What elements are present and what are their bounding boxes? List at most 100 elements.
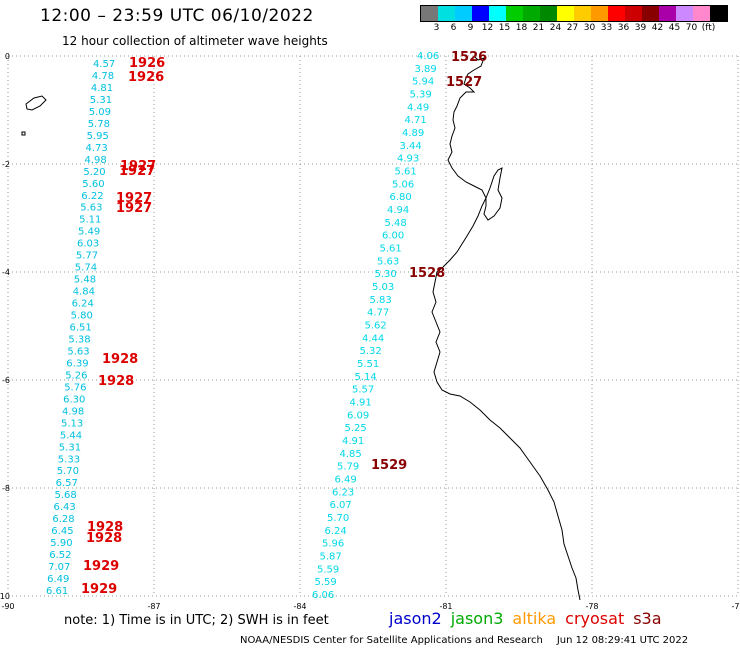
colorbar-label: 15 xyxy=(498,23,511,33)
swh-value-west: 6.22 xyxy=(81,191,103,202)
colorbar-cell xyxy=(489,6,506,21)
swh-value-west: 5.13 xyxy=(61,418,83,429)
swh-value-west: 5.38 xyxy=(68,335,90,346)
colorbar-cell xyxy=(591,6,608,21)
legend-jason2: jason2 xyxy=(389,609,442,628)
swh-value-west: 5.90 xyxy=(50,538,72,549)
swh-value-east: 5.06 xyxy=(392,179,414,190)
map-title: 12:00 – 23:59 UTC 06/10/2022 xyxy=(40,6,314,26)
swh-value-east: 5.94 xyxy=(412,77,434,88)
swh-value-west: 6.49 xyxy=(47,574,69,585)
swh-value-east: 4.44 xyxy=(362,333,384,344)
swh-value-east: 5.59 xyxy=(315,577,337,588)
colorbar-cell xyxy=(557,6,574,21)
timestamp: Jun 12 08:29:41 UTC 2022 xyxy=(556,635,689,646)
swh-value-east: 4.91 xyxy=(342,436,364,447)
swh-value-west: 6.39 xyxy=(66,358,88,369)
swh-value-east: 5.32 xyxy=(360,346,382,357)
swh-value-east: 6.00 xyxy=(382,231,404,242)
y-tick-label: -6 xyxy=(2,376,10,385)
time-label-west: 1927 xyxy=(119,164,155,179)
wave-height-points: 4.574.784.815.315.095.785.954.734.985.20… xyxy=(46,50,487,601)
colorbar-labels: 3 6 9 12 15 18 21 24 27 30 33 36 39 42 45 70 (ft) xyxy=(420,22,728,34)
colorbar-label: 39 xyxy=(634,23,647,33)
swh-value-west: 5.80 xyxy=(71,311,93,322)
colorbar-cell xyxy=(659,6,676,21)
swh-value-west: 5.76 xyxy=(64,382,86,393)
satellite-legend: jason2 jason3 altika cryosat s3a xyxy=(389,609,671,628)
y-tick-label: 0 xyxy=(5,52,10,61)
swh-value-west: 5.60 xyxy=(82,179,104,190)
coastline xyxy=(21,55,581,601)
swh-value-west: 4.98 xyxy=(85,155,107,166)
x-tick-label: -84 xyxy=(293,602,306,611)
time-label-west: 1928 xyxy=(86,531,122,546)
time-label-west: 1929 xyxy=(83,559,119,574)
colorbar-cell xyxy=(693,6,710,21)
swh-value-east: 4.91 xyxy=(350,398,372,409)
swh-value-west: 5.70 xyxy=(57,466,79,477)
colorbar-cell xyxy=(421,6,438,21)
y-tick-label: -10 xyxy=(0,592,10,601)
swh-value-west: 4.81 xyxy=(91,83,113,94)
wave-height-colorbar: 3 6 9 12 15 18 21 24 27 30 33 36 39 42 45 70 (ft) xyxy=(420,5,728,34)
swh-value-west: 5.78 xyxy=(88,119,110,130)
swh-value-west: 4.57 xyxy=(93,59,115,70)
x-tick-label: -87 xyxy=(147,602,160,611)
swh-value-west: 5.77 xyxy=(76,251,98,262)
swh-value-east: 5.61 xyxy=(395,167,417,178)
swh-value-east: 5.25 xyxy=(345,423,367,434)
swh-value-east: 6.06 xyxy=(312,590,334,601)
credit-text: NOAA/NESDIS Center for Satellite Applica… xyxy=(240,635,543,646)
swh-value-west: 6.61 xyxy=(46,586,68,597)
swh-value-east: 6.23 xyxy=(332,487,354,498)
legend-jason3: jason3 xyxy=(450,609,504,628)
swh-value-west: 5.74 xyxy=(75,263,97,274)
axis-tick-labels: -90 -87 -84 -81 -78 -75 0 -2 -4 -6 -8 -10 xyxy=(0,52,740,611)
time-label-east: 1526 xyxy=(451,50,487,65)
swh-value-west: 4.98 xyxy=(62,406,84,417)
swh-value-west: 5.48 xyxy=(74,275,96,286)
time-label-west: 1927 xyxy=(116,201,152,216)
colorbar-label: 18 xyxy=(515,23,528,33)
time-label-east: 1529 xyxy=(371,458,407,473)
swh-value-east: 4.49 xyxy=(407,102,429,113)
colorbar-cell xyxy=(676,6,693,21)
colorbar-label: 27 xyxy=(566,23,579,33)
swh-value-east: 5.51 xyxy=(357,359,379,370)
swh-value-west: 5.11 xyxy=(79,215,101,226)
swh-value-east: 4.85 xyxy=(340,449,362,460)
swh-value-east: 4.71 xyxy=(405,115,427,126)
time-label-west: 1929 xyxy=(81,582,117,597)
swh-value-west: 6.30 xyxy=(63,394,85,405)
swh-value-east: 5.96 xyxy=(322,539,344,550)
swh-value-east: 6.49 xyxy=(335,475,357,486)
colorbar-cell xyxy=(540,6,557,21)
colorbar-label: 21 xyxy=(532,23,545,33)
time-label-west: 1927 xyxy=(116,191,152,206)
map-grid xyxy=(7,55,739,597)
credit-line: NOAA/NESDIS Center for Satellite Applica… xyxy=(240,635,688,646)
time-label-west: 1927 xyxy=(120,159,156,174)
legend-cryosat: cryosat xyxy=(565,609,625,628)
swh-value-west: 5.31 xyxy=(90,95,112,106)
x-tick-label: -75 xyxy=(731,602,740,611)
swh-value-west: 5.26 xyxy=(65,370,87,381)
y-tick-label: -4 xyxy=(2,268,10,277)
colorbar-label: 9 xyxy=(467,23,474,33)
colorbar-cell xyxy=(455,6,472,21)
swh-value-east: 3.89 xyxy=(415,64,437,75)
swh-value-west: 5.95 xyxy=(87,131,109,142)
colorbar-cell xyxy=(710,6,727,21)
swh-value-east: 5.30 xyxy=(375,269,397,280)
colorbar-label: 36 xyxy=(617,23,630,33)
swh-value-east: 5.79 xyxy=(337,462,359,473)
time-label-west: 1928 xyxy=(102,352,138,367)
swh-value-east: 5.70 xyxy=(327,513,349,524)
time-label-east: 1528 xyxy=(409,266,445,281)
colorbar-cell xyxy=(506,6,523,21)
colorbar-label: 6 xyxy=(450,23,457,33)
x-tick-label: -81 xyxy=(439,602,452,611)
swh-value-east: 5.87 xyxy=(320,552,342,563)
swh-value-east: 5.63 xyxy=(377,256,399,267)
